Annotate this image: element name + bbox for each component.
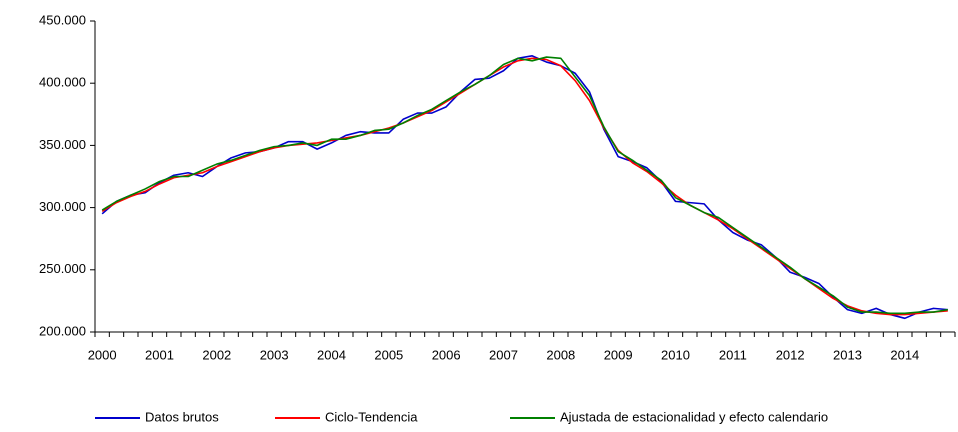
- x-tick-label: 2011: [719, 347, 747, 362]
- x-tick-label: 2006: [432, 347, 461, 362]
- y-tick-label: 300.000: [39, 199, 86, 214]
- x-tick-label: 2004: [317, 347, 346, 362]
- x-tick-label: 2001: [145, 347, 174, 362]
- y-tick-label: 450.000: [39, 12, 86, 27]
- x-tick-label: 2009: [604, 347, 633, 362]
- y-tick-label: 200.000: [39, 323, 86, 338]
- x-tick-label: 2014: [890, 347, 919, 362]
- series-line: [101, 56, 948, 315]
- series-line: [101, 57, 948, 316]
- legend-label: Ciclo-Tendencia: [325, 409, 418, 424]
- legend-label: Datos brutos: [145, 409, 219, 424]
- x-tick-label: 2003: [260, 347, 289, 362]
- x-tick-label: 2012: [776, 347, 805, 362]
- x-tick-label: 2002: [202, 347, 231, 362]
- x-tick-label: 2013: [833, 347, 862, 362]
- y-tick-label: 350.000: [39, 137, 86, 152]
- x-tick-label: 2008: [546, 347, 575, 362]
- x-tick-label: 2000: [88, 347, 117, 362]
- series-line: [101, 55, 948, 320]
- y-tick-label: 250.000: [39, 261, 86, 276]
- y-tick-label: 400.000: [39, 75, 86, 90]
- legend-label: Ajustada de estacionalidad y efecto cale…: [560, 409, 828, 424]
- x-tick-label: 2010: [661, 347, 690, 362]
- x-tick-label: 2007: [489, 347, 518, 362]
- x-tick-label: 2005: [374, 347, 403, 362]
